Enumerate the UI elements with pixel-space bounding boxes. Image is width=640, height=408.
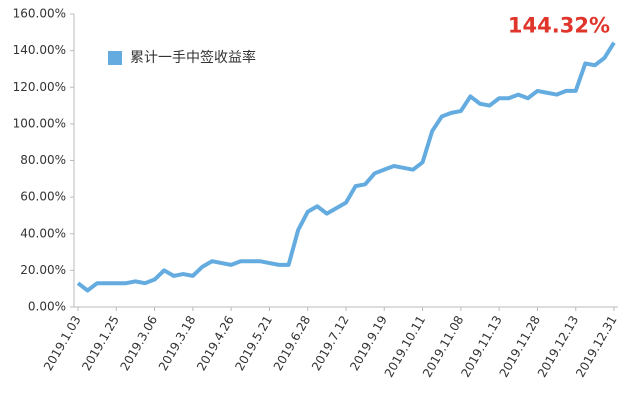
- x-tick-label: 2019.1.25: [79, 313, 122, 373]
- x-tick-label: 2019.1.03: [41, 313, 84, 373]
- y-tick-label: 0.00%: [28, 300, 66, 314]
- y-tick-label: 60.00%: [20, 190, 66, 204]
- value-label: 144.32%: [508, 14, 610, 38]
- x-tick-label: 2019.3.18: [156, 313, 199, 373]
- y-tick-label: 80.00%: [20, 153, 66, 167]
- x-tick-label: 2019.7.12: [309, 313, 352, 373]
- y-tick-label: 140.00%: [13, 43, 66, 57]
- x-tick-label: 2019.4.26: [194, 313, 237, 373]
- x-tick-label: 2019.6.28: [271, 313, 314, 373]
- y-tick-label: 120.00%: [13, 80, 66, 94]
- x-tick-label: 2019.9.19: [347, 313, 390, 373]
- y-tick-label: 160.00%: [13, 7, 66, 21]
- y-tick-label: 100.00%: [13, 116, 66, 130]
- line: [76, 41, 616, 293]
- legend-swatch: [108, 51, 122, 65]
- x-tick-label: 2019.3.06: [118, 313, 161, 373]
- legend-label: 累计一手中签收益率: [130, 49, 256, 66]
- x-tick-label: 2019.12.31: [573, 313, 619, 380]
- x-tick-label: 2019.5.21: [232, 313, 275, 373]
- y-tick-label: 40.00%: [20, 226, 66, 240]
- y-tick-label: 20.00%: [20, 263, 66, 277]
